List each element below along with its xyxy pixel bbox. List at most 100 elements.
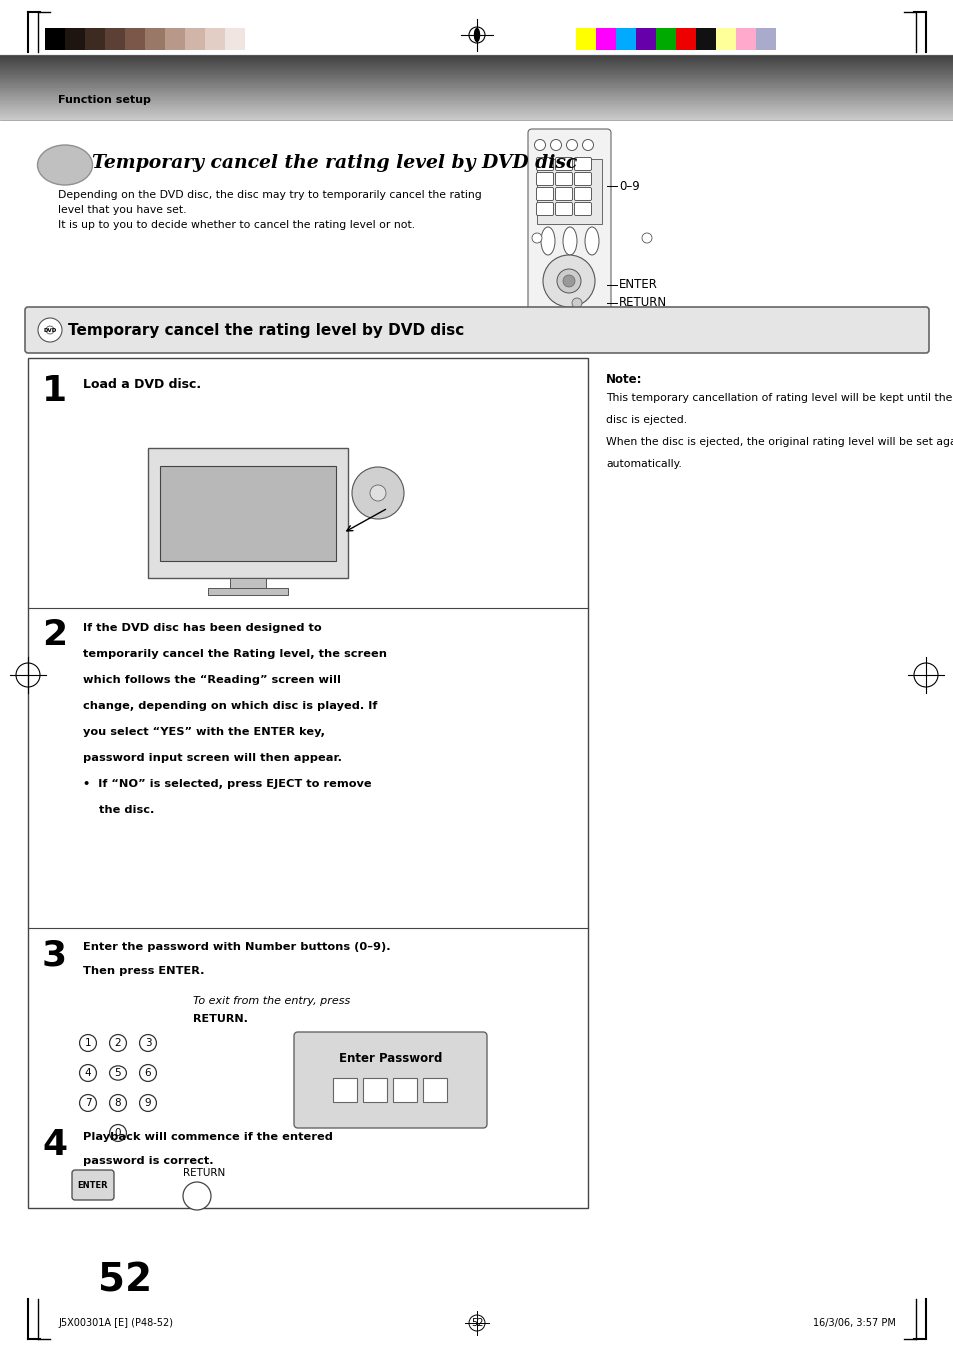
Circle shape (535, 322, 544, 331)
Circle shape (641, 232, 651, 243)
Text: 1: 1 (85, 1038, 91, 1048)
Circle shape (110, 1094, 127, 1112)
Text: RETURN: RETURN (183, 1169, 225, 1178)
Circle shape (352, 467, 403, 519)
FancyBboxPatch shape (555, 158, 572, 170)
Bar (85, 28, 105, 50)
Circle shape (139, 1065, 156, 1081)
Bar (735, 28, 755, 50)
Ellipse shape (562, 227, 577, 255)
Text: Note:: Note: (605, 373, 641, 386)
Text: RETURN.: RETURN. (193, 1015, 248, 1024)
Text: 3: 3 (145, 1038, 152, 1048)
Bar (125, 28, 145, 50)
Circle shape (370, 485, 386, 501)
Ellipse shape (110, 1066, 127, 1081)
Text: 9: 9 (145, 1098, 152, 1108)
Circle shape (110, 1124, 127, 1142)
Ellipse shape (540, 227, 555, 255)
FancyBboxPatch shape (536, 188, 553, 200)
Circle shape (561, 308, 572, 319)
Text: It is up to you to decide whether to cancel the rating level or not.: It is up to you to decide whether to can… (58, 220, 415, 230)
Text: If the DVD disc has been designed to: If the DVD disc has been designed to (83, 623, 321, 634)
Circle shape (572, 299, 581, 308)
Bar (616, 28, 636, 50)
Circle shape (550, 139, 561, 150)
Text: 2: 2 (42, 617, 67, 653)
Circle shape (79, 1065, 96, 1081)
Text: level that you have set.: level that you have set. (58, 205, 186, 215)
Circle shape (38, 317, 62, 342)
Circle shape (110, 1035, 127, 1051)
FancyBboxPatch shape (294, 1032, 486, 1128)
Text: 2: 2 (114, 1038, 121, 1048)
Text: Depending on the DVD disc, the disc may try to temporarily cancel the rating: Depending on the DVD disc, the disc may … (58, 190, 481, 200)
Text: 52: 52 (470, 1319, 483, 1328)
Bar (205, 28, 225, 50)
Text: automatically.: automatically. (605, 459, 681, 469)
Bar (656, 28, 676, 50)
Text: 4: 4 (42, 1128, 67, 1162)
Circle shape (534, 139, 545, 150)
Circle shape (568, 322, 578, 331)
Text: 1: 1 (42, 374, 67, 408)
Bar (363, 1078, 387, 1102)
Bar (334, 1078, 357, 1102)
FancyBboxPatch shape (574, 188, 591, 200)
Circle shape (139, 1094, 156, 1112)
Text: DVD: DVD (43, 327, 56, 332)
Text: Then press ENTER.: Then press ENTER. (83, 966, 204, 975)
Circle shape (532, 232, 541, 243)
FancyBboxPatch shape (555, 188, 572, 200)
Ellipse shape (584, 227, 598, 255)
Text: ENTER: ENTER (618, 278, 658, 292)
FancyBboxPatch shape (574, 158, 591, 170)
FancyBboxPatch shape (536, 158, 553, 170)
Circle shape (585, 322, 596, 331)
Text: RETURN: RETURN (618, 296, 666, 309)
Text: the disc.: the disc. (83, 805, 154, 815)
Circle shape (552, 322, 561, 331)
Bar (716, 28, 735, 50)
Bar (423, 1078, 447, 1102)
Bar (755, 28, 775, 50)
FancyBboxPatch shape (555, 173, 572, 185)
Ellipse shape (474, 28, 479, 42)
Text: 0: 0 (114, 1128, 121, 1138)
Text: password input screen will then appear.: password input screen will then appear. (83, 753, 341, 763)
Bar (596, 28, 616, 50)
Text: Load a DVD disc.: Load a DVD disc. (83, 378, 201, 390)
Circle shape (566, 139, 577, 150)
Bar (393, 1078, 417, 1102)
Bar (245, 28, 265, 50)
Circle shape (139, 1035, 156, 1051)
Text: change, depending on which disc is played. If: change, depending on which disc is playe… (83, 701, 377, 711)
Text: disc is ejected.: disc is ejected. (605, 415, 686, 426)
Circle shape (583, 308, 594, 319)
Circle shape (79, 1094, 96, 1112)
Bar (537, 159, 601, 224)
Text: Function setup: Function setup (58, 95, 151, 105)
Bar (696, 28, 716, 50)
Circle shape (562, 276, 575, 286)
Text: When the disc is ejected, the original rating level will be set again: When the disc is ejected, the original r… (605, 436, 953, 447)
FancyBboxPatch shape (71, 1170, 113, 1200)
Circle shape (539, 308, 550, 319)
Circle shape (582, 139, 593, 150)
Bar (148, 449, 348, 578)
Text: 7: 7 (85, 1098, 91, 1108)
FancyBboxPatch shape (536, 173, 553, 185)
Text: To exit from the entry, press: To exit from the entry, press (193, 996, 350, 1006)
Bar (28, 358, 587, 1208)
Text: J5X00301A [E] (P48-52): J5X00301A [E] (P48-52) (58, 1319, 172, 1328)
FancyBboxPatch shape (527, 128, 610, 317)
FancyBboxPatch shape (536, 203, 553, 216)
FancyBboxPatch shape (25, 307, 928, 353)
Ellipse shape (37, 145, 92, 185)
Bar (676, 28, 696, 50)
Text: which follows the “Reading” screen will: which follows the “Reading” screen will (83, 676, 340, 685)
Bar (185, 28, 205, 50)
Text: Enter Password: Enter Password (338, 1051, 442, 1065)
Bar (576, 28, 596, 50)
Text: 5: 5 (114, 1069, 121, 1078)
